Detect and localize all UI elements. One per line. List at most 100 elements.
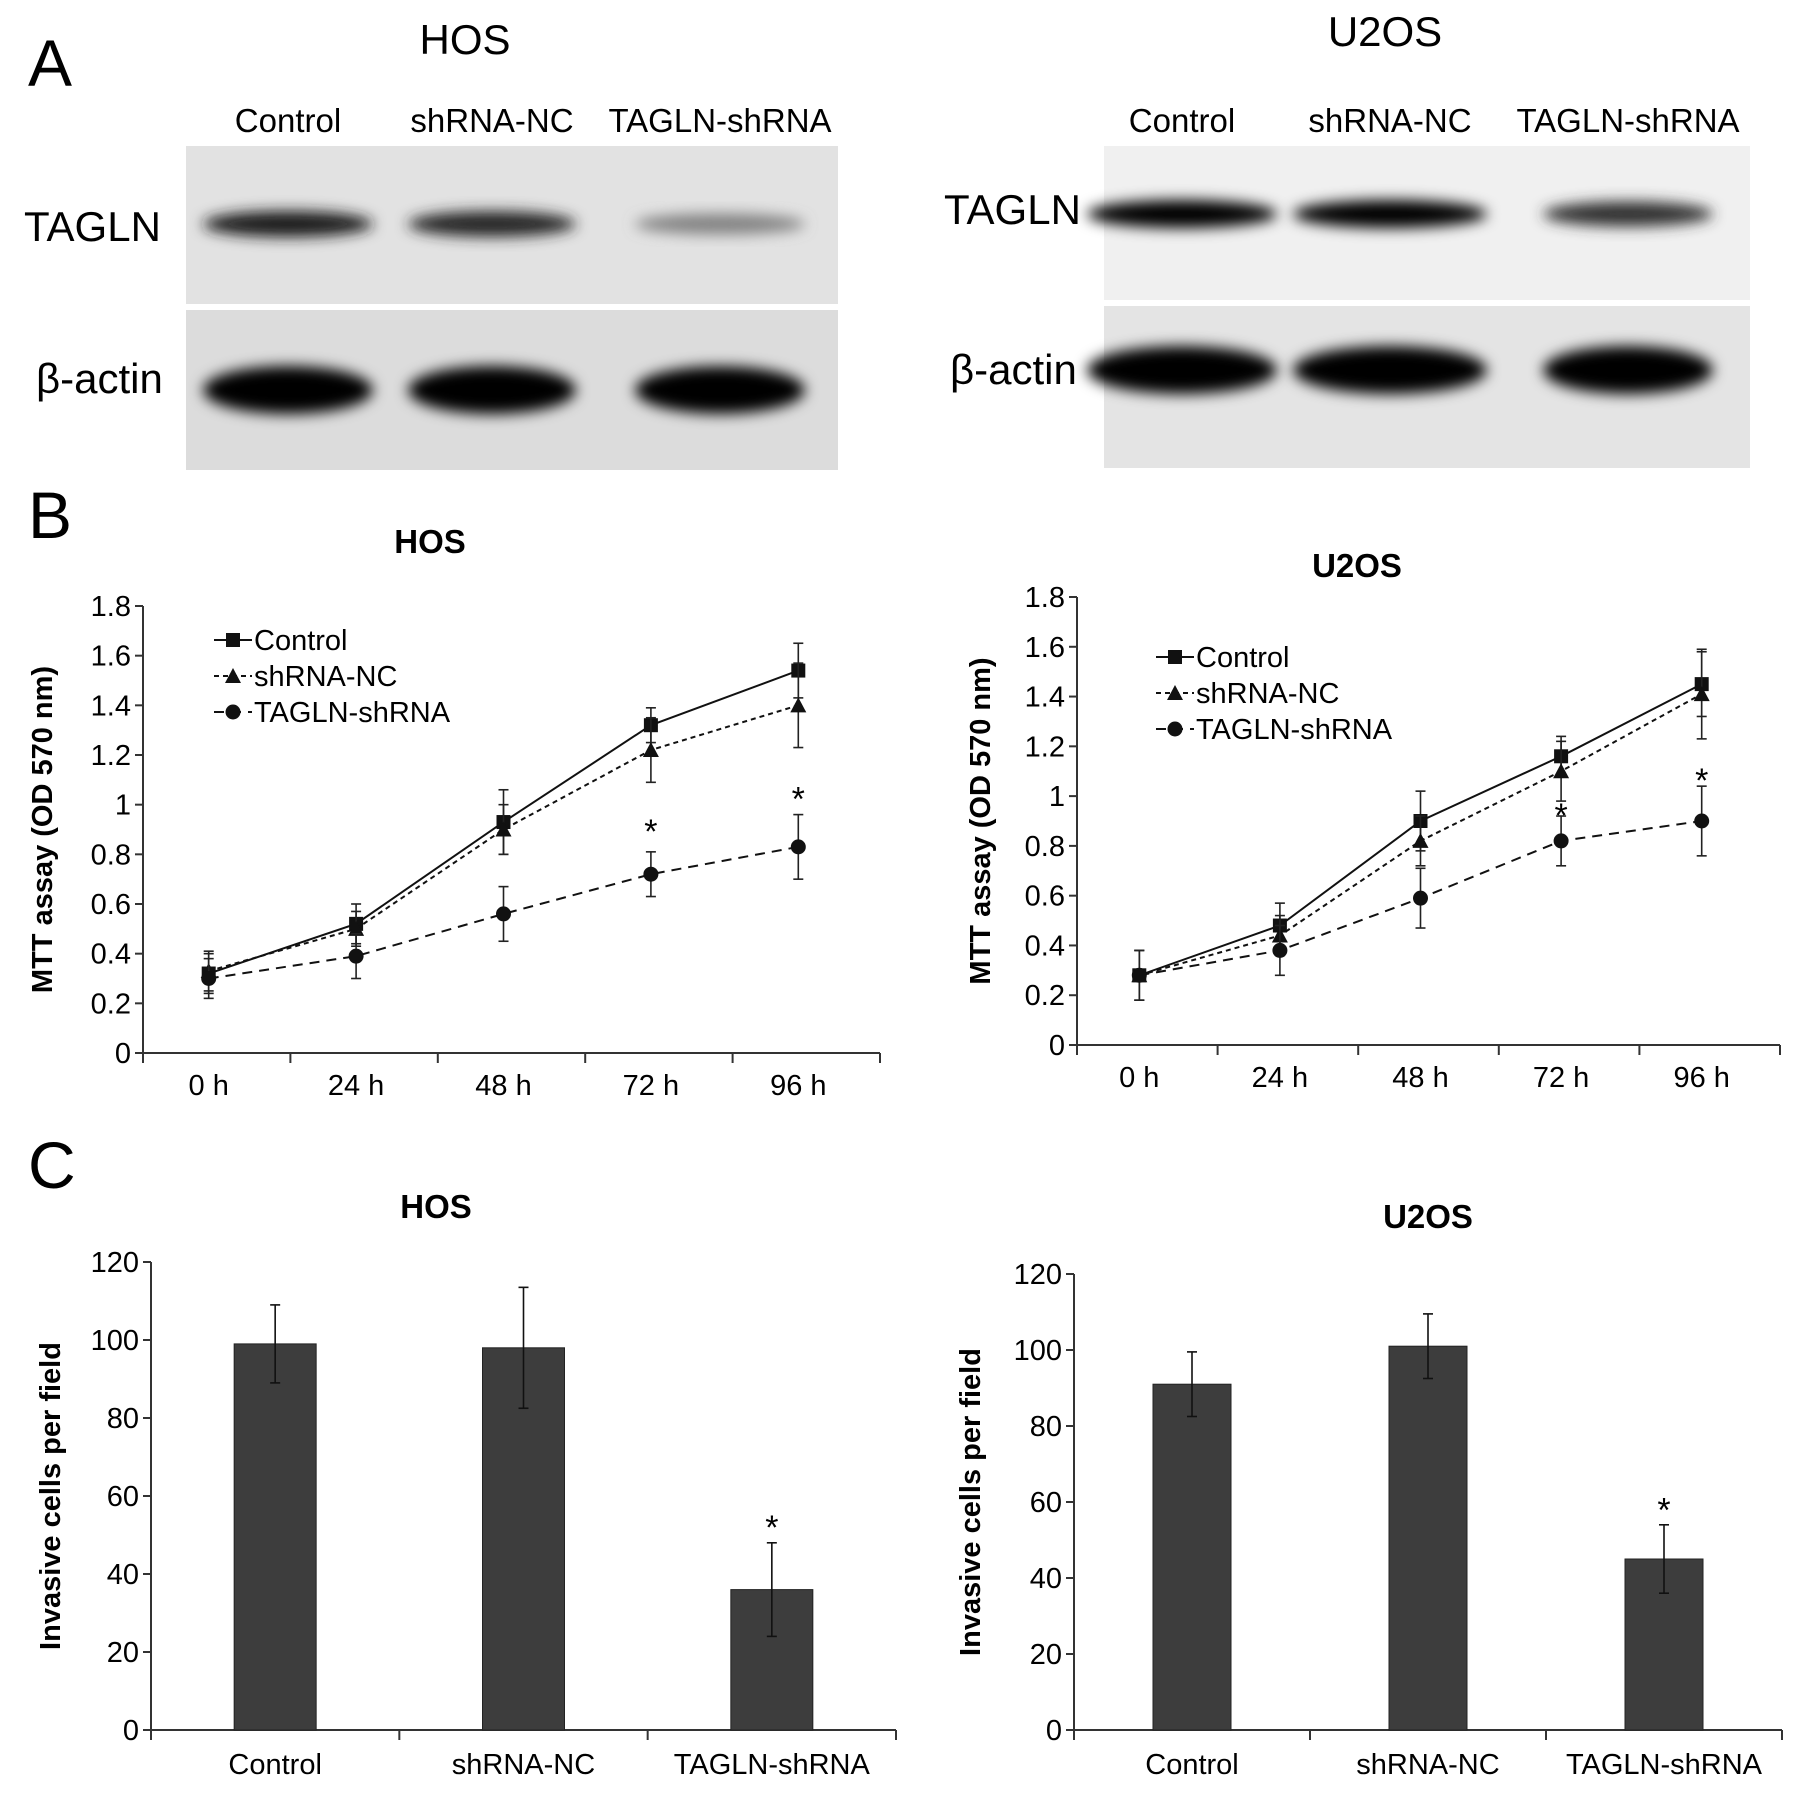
legend-marker [1167,721,1183,737]
x-tick-label: 0 h [189,1070,229,1102]
y-tick-label: 80 [1030,1411,1062,1443]
data-point [1412,832,1429,848]
lane-label: shRNA-NC [1308,102,1471,139]
y-tick-label: 0 [1046,1715,1062,1747]
significance-star: * [1695,762,1708,800]
y-tick-label: 60 [107,1481,139,1513]
western-blot-u2os: U2OS Control shRNA-NC TAGLN-shRNA TAGLN … [944,8,1750,468]
legend-label: shRNA-NC [1196,678,1339,710]
data-point [1272,942,1288,958]
chart-title: U2OS [1312,547,1402,584]
x-tick-label: Control [228,1749,322,1781]
x-tick-label: TAGLN-shRNA [674,1749,871,1781]
data-point [1413,890,1428,906]
y-tick-label: 20 [1030,1639,1062,1671]
data-point [643,866,659,882]
chart-title: HOS [394,523,466,560]
y-tick-label: 0.8 [1025,831,1065,863]
data-point [642,742,659,758]
panel-letter-c: C [28,1128,76,1202]
y-axis-label: MTT assay (OD 570 nm) [965,657,997,984]
y-tick-label: 1.8 [91,591,131,623]
significance-star: * [644,813,657,851]
significance-star: * [1554,797,1567,835]
y-tick-label: 1.8 [1025,582,1065,614]
blot-title: HOS [419,16,510,63]
legend-marker [1167,685,1183,700]
blot-band [1543,346,1713,394]
legend-label: TAGLN-shRNA [1196,714,1393,746]
blot-row-label: TAGLN [24,203,161,250]
blot-band [1293,200,1487,228]
data-point [1553,763,1570,779]
blot-band [1293,346,1487,394]
lane-label: shRNA-NC [410,102,573,139]
legend-label: shRNA-NC [254,661,397,693]
y-tick-label: 1.2 [91,740,131,772]
x-tick-label: 0 h [1119,1062,1159,1094]
data-point [201,971,217,986]
x-tick-label: 72 h [1533,1062,1589,1094]
line-chart-hos: HOS MTT assay (OD 570 nm) 0 0.2 0.4 0.6 0.8 1 1.… [27,523,881,1102]
y-tick-label: 100 [1014,1335,1062,1367]
bar-chart-hos: HOS Invasive cells per field 0 20 40 60 80 100 1… [35,1188,897,1781]
blot-band [635,366,805,414]
bar [233,1343,317,1731]
y-tick-label: 1.4 [91,690,131,722]
y-tick-label: 0.2 [91,988,131,1020]
legend-marker [226,633,240,647]
western-blot-hos: HOS Control shRNA-NC TAGLN-shRNA TAGLN β… [24,16,838,470]
blot-band [1087,346,1277,394]
bar [482,1347,565,1731]
y-tick-label: 0.6 [91,889,131,921]
y-tick-label: 0.8 [91,839,131,871]
chart-title: HOS [400,1188,472,1225]
x-tick-label: shRNA-NC [452,1749,595,1781]
bar [1388,1345,1468,1731]
x-tick-label: 72 h [623,1070,679,1102]
data-point [1693,686,1710,702]
legend-label: Control [254,625,348,657]
line-chart-u2os: U2OS MTT assay (OD 570 nm) 0 0.2 0.4 0.6 0.8 1 1… [965,547,1781,1094]
blot-band [635,213,805,235]
y-tick-label: 60 [1030,1487,1062,1519]
blot-title: U2OS [1328,8,1442,55]
y-axis-label: Invasive cells per field [955,1348,987,1656]
y-axis-label: Invasive cells per field [35,1342,67,1650]
blot-row-label: β-actin [950,346,1077,393]
data-point [1553,833,1569,849]
y-tick-label: 0.6 [1025,881,1065,913]
panel-letter-a: A [28,26,72,100]
bar-chart-u2os: U2OS Invasive cells per field 0 20 40 60 80 100… [955,1198,1783,1781]
bar [1152,1383,1232,1731]
panel-letter-b: B [28,478,72,552]
series-line [208,704,799,973]
data-point [790,839,806,855]
data-point [348,948,364,964]
data-point [790,697,807,713]
x-tick-label: 48 h [1392,1062,1448,1094]
y-tick-label: 1.4 [1025,682,1065,714]
lane-label: Control [1129,102,1235,139]
x-tick-label: shRNA-NC [1356,1749,1499,1781]
data-point [496,906,511,922]
legend-marker [225,704,241,720]
y-tick-label: 100 [91,1325,139,1357]
legend-label: Control [1196,642,1290,674]
legend-label: TAGLN-shRNA [254,697,451,729]
data-point [1694,813,1710,829]
blot-band [1087,200,1277,228]
blot-band [203,210,373,238]
y-tick-label: 0 [1049,1030,1065,1062]
blot-row-label: TAGLN [944,186,1081,233]
y-tick-label: 120 [1014,1259,1062,1291]
significance-star: * [792,781,805,819]
data-point [495,821,512,837]
significance-star: * [765,1509,778,1547]
blot-band [1543,201,1713,227]
x-tick-label: 48 h [475,1070,531,1102]
x-tick-label: 96 h [770,1070,826,1102]
blot-band [408,366,576,414]
y-tick-label: 1 [1049,781,1065,813]
